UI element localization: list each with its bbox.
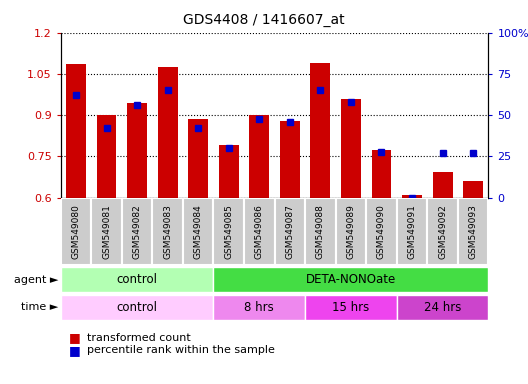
Bar (458, 198, 488, 265)
Bar (275, 198, 305, 265)
Bar (305, 198, 336, 265)
Bar (402, 195, 422, 198)
Text: GSM549093: GSM549093 (469, 204, 478, 259)
Bar (432, 172, 452, 198)
Text: GSM549085: GSM549085 (224, 204, 233, 259)
Text: control: control (117, 301, 157, 314)
Text: GSM549089: GSM549089 (346, 204, 355, 259)
Bar (127, 103, 147, 198)
Text: GSM549084: GSM549084 (194, 204, 203, 259)
Bar (249, 115, 269, 198)
Text: GSM549091: GSM549091 (408, 204, 417, 259)
Text: GSM549088: GSM549088 (316, 204, 325, 259)
Bar (310, 63, 331, 198)
Text: GDS4408 / 1416607_at: GDS4408 / 1416607_at (183, 13, 345, 27)
Bar (97, 115, 117, 198)
Bar (427, 198, 458, 265)
Text: ■: ■ (69, 331, 80, 344)
Bar (188, 119, 208, 198)
Text: GSM549080: GSM549080 (71, 204, 80, 259)
Text: GSM549086: GSM549086 (255, 204, 264, 259)
Text: 8 hrs: 8 hrs (244, 301, 274, 314)
Text: GSM549087: GSM549087 (285, 204, 294, 259)
Bar (341, 99, 361, 198)
Bar (463, 181, 483, 198)
Text: time ►: time ► (21, 302, 58, 312)
Bar (397, 295, 488, 320)
Bar (244, 198, 275, 265)
Text: 15 hrs: 15 hrs (332, 301, 370, 314)
Text: control: control (117, 273, 157, 286)
Text: GSM549081: GSM549081 (102, 204, 111, 259)
Bar (122, 198, 153, 265)
Bar (158, 67, 177, 198)
Bar (366, 198, 397, 265)
Text: GSM549090: GSM549090 (377, 204, 386, 259)
Bar (336, 198, 366, 265)
Text: DETA-NONOate: DETA-NONOate (306, 273, 396, 286)
Bar (213, 295, 305, 320)
Text: 24 hrs: 24 hrs (424, 301, 461, 314)
Bar (213, 267, 488, 293)
Bar (219, 146, 239, 198)
Text: transformed count: transformed count (87, 333, 191, 343)
Text: GSM549083: GSM549083 (163, 204, 172, 259)
Bar (183, 198, 213, 265)
Bar (66, 64, 86, 198)
Bar (61, 198, 91, 265)
Bar (61, 295, 213, 320)
Bar (213, 198, 244, 265)
Bar (91, 198, 122, 265)
Bar (305, 295, 397, 320)
Bar (280, 121, 300, 198)
Bar (153, 198, 183, 265)
Text: percentile rank within the sample: percentile rank within the sample (87, 345, 275, 355)
Bar (397, 198, 427, 265)
Bar (372, 150, 391, 198)
Text: GSM549082: GSM549082 (133, 204, 142, 259)
Text: GSM549092: GSM549092 (438, 204, 447, 259)
Bar (61, 267, 213, 293)
Text: agent ►: agent ► (14, 275, 58, 285)
Text: ■: ■ (69, 344, 80, 357)
